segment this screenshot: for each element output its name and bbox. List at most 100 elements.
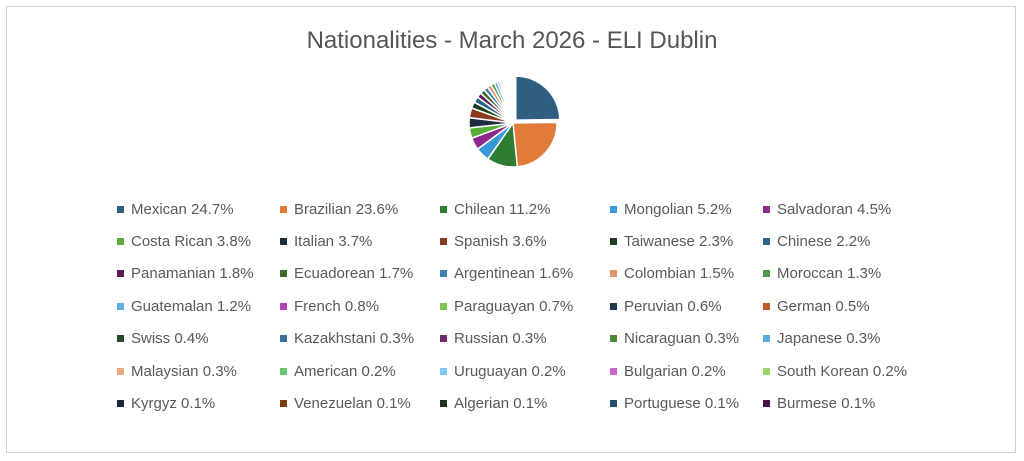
legend-item-south-korean: South Korean 0.2%	[763, 355, 947, 387]
legend-swatch	[117, 400, 124, 408]
legend-swatch	[117, 335, 124, 343]
legend-swatch	[763, 302, 770, 310]
legend-label: German 0.5%	[777, 297, 870, 315]
legend-label: Panamanian 1.8%	[131, 265, 254, 283]
legend-swatch	[440, 400, 447, 408]
legend-swatch	[117, 205, 124, 213]
legend-swatch	[280, 400, 287, 408]
legend-swatch	[440, 302, 447, 310]
legend-swatch	[763, 400, 770, 408]
legend-swatch	[280, 302, 287, 310]
legend-swatch	[610, 400, 617, 408]
legend-swatch	[440, 367, 447, 375]
legend-label: Japanese 0.3%	[777, 330, 881, 348]
legend-item-ecuadorean: Ecuadorean 1.7%	[280, 258, 440, 290]
legend-swatch	[280, 238, 287, 246]
legend-item-taiwanese: Taiwanese 2.3%	[610, 225, 763, 257]
legend-item-chilean: Chilean 11.2%	[440, 193, 610, 225]
legend-item-mexican: Mexican 24.7%	[117, 193, 280, 225]
legend-swatch	[440, 335, 447, 343]
legend-swatch	[610, 335, 617, 343]
legend-label: Spanish 3.6%	[454, 233, 547, 251]
chart-title: Nationalities - March 2026 - ELI Dublin	[306, 27, 718, 54]
legend-swatch	[763, 367, 770, 375]
legend-item-argentinean: Argentinean 1.6%	[440, 258, 610, 290]
legend-item-portuguese: Portuguese 0.1%	[610, 387, 763, 419]
legend-label: Nicaraguan 0.3%	[624, 330, 740, 348]
legend-item-brazilian: Brazilian 23.6%	[280, 193, 440, 225]
legend-label: Brazilian 23.6%	[294, 200, 399, 218]
legend-label: Guatemalan 1.2%	[131, 297, 252, 315]
legend-item-moroccan: Moroccan 1.3%	[763, 258, 947, 290]
legend-swatch	[280, 335, 287, 343]
legend-item-swiss: Swiss 0.4%	[117, 323, 280, 355]
legend-swatch	[763, 335, 770, 343]
pie-chart	[468, 75, 561, 168]
legend-swatch	[610, 205, 617, 213]
legend-item-salvadoran: Salvadoran 4.5%	[763, 193, 947, 225]
legend-label: Russian 0.3%	[454, 330, 547, 348]
legend-item-guatemalan: Guatemalan 1.2%	[117, 290, 280, 322]
legend-label: Chilean 11.2%	[454, 200, 551, 218]
legend-swatch	[117, 302, 124, 310]
legend-label: Malaysian 0.3%	[131, 362, 237, 380]
legend-label: Moroccan 1.3%	[777, 265, 882, 283]
legend-swatch	[610, 238, 617, 246]
legend-label: Bulgarian 0.2%	[624, 362, 726, 380]
legend-item-costa-rican: Costa Rican 3.8%	[117, 225, 280, 257]
legend-label: Taiwanese 2.3%	[624, 233, 734, 251]
legend-swatch	[117, 238, 124, 246]
legend-item-uruguayan: Uruguayan 0.2%	[440, 355, 610, 387]
legend-label: Portuguese 0.1%	[624, 395, 740, 413]
legend-label: Costa Rican 3.8%	[131, 233, 252, 251]
legend-item-french: French 0.8%	[280, 290, 440, 322]
legend-label: Argentinean 1.6%	[454, 265, 574, 283]
legend-item-bulgarian: Bulgarian 0.2%	[610, 355, 763, 387]
chart-area: Nationalities - March 2026 - ELI Dublin …	[6, 6, 1016, 453]
legend-swatch	[440, 205, 447, 213]
legend-item-japanese: Japanese 0.3%	[763, 323, 947, 355]
legend-label: Colombian 1.5%	[624, 265, 735, 283]
legend-item-german: German 0.5%	[763, 290, 947, 322]
legend-label: Paraguayan 0.7%	[454, 297, 574, 315]
pie-slice-brazilian	[512, 121, 558, 168]
legend-swatch	[117, 270, 124, 278]
legend-item-burmese: Burmese 0.1%	[763, 387, 947, 419]
legend-label: Italian 3.7%	[294, 233, 373, 251]
legend-item-spanish: Spanish 3.6%	[440, 225, 610, 257]
legend-swatch	[610, 270, 617, 278]
legend-item-peruvian: Peruvian 0.6%	[610, 290, 763, 322]
legend-label: South Korean 0.2%	[777, 362, 908, 380]
legend-swatch	[117, 367, 124, 375]
pie-slice-mexican	[515, 75, 561, 121]
legend-item-venezuelan: Venezuelan 0.1%	[280, 387, 440, 419]
legend-label: Kyrgyz 0.1%	[131, 395, 216, 413]
legend-swatch	[610, 302, 617, 310]
legend-item-american: American 0.2%	[280, 355, 440, 387]
legend-item-colombian: Colombian 1.5%	[610, 258, 763, 290]
legend-swatch	[440, 270, 447, 278]
legend-item-nicaraguan: Nicaraguan 0.3%	[610, 323, 763, 355]
legend-label: Burmese 0.1%	[777, 395, 876, 413]
legend-label: Peruvian 0.6%	[624, 297, 722, 315]
legend-item-algerian: Algerian 0.1%	[440, 387, 610, 419]
legend-swatch	[610, 367, 617, 375]
legend-item-paraguayan: Paraguayan 0.7%	[440, 290, 610, 322]
legend-label: Mongolian 5.2%	[624, 200, 732, 218]
legend-swatch	[280, 270, 287, 278]
legend-swatch	[280, 367, 287, 375]
legend-label: Swiss 0.4%	[131, 330, 209, 348]
legend-label: American 0.2%	[294, 362, 396, 380]
chart-legend: Mexican 24.7% Brazilian 23.6% Chilean 11.2…	[117, 193, 947, 420]
legend-item-malaysian: Malaysian 0.3%	[117, 355, 280, 387]
legend-swatch	[280, 205, 287, 213]
legend-item-kazakhstani: Kazakhstani 0.3%	[280, 323, 440, 355]
legend-item-italian: Italian 3.7%	[280, 225, 440, 257]
legend-label: Venezuelan 0.1%	[294, 395, 411, 413]
legend-swatch	[440, 238, 447, 246]
legend-label: Ecuadorean 1.7%	[294, 265, 414, 283]
legend-swatch	[763, 205, 770, 213]
legend-label: Salvadoran 4.5%	[777, 200, 892, 218]
legend-label: French 0.8%	[294, 297, 380, 315]
legend-swatch	[763, 238, 770, 246]
